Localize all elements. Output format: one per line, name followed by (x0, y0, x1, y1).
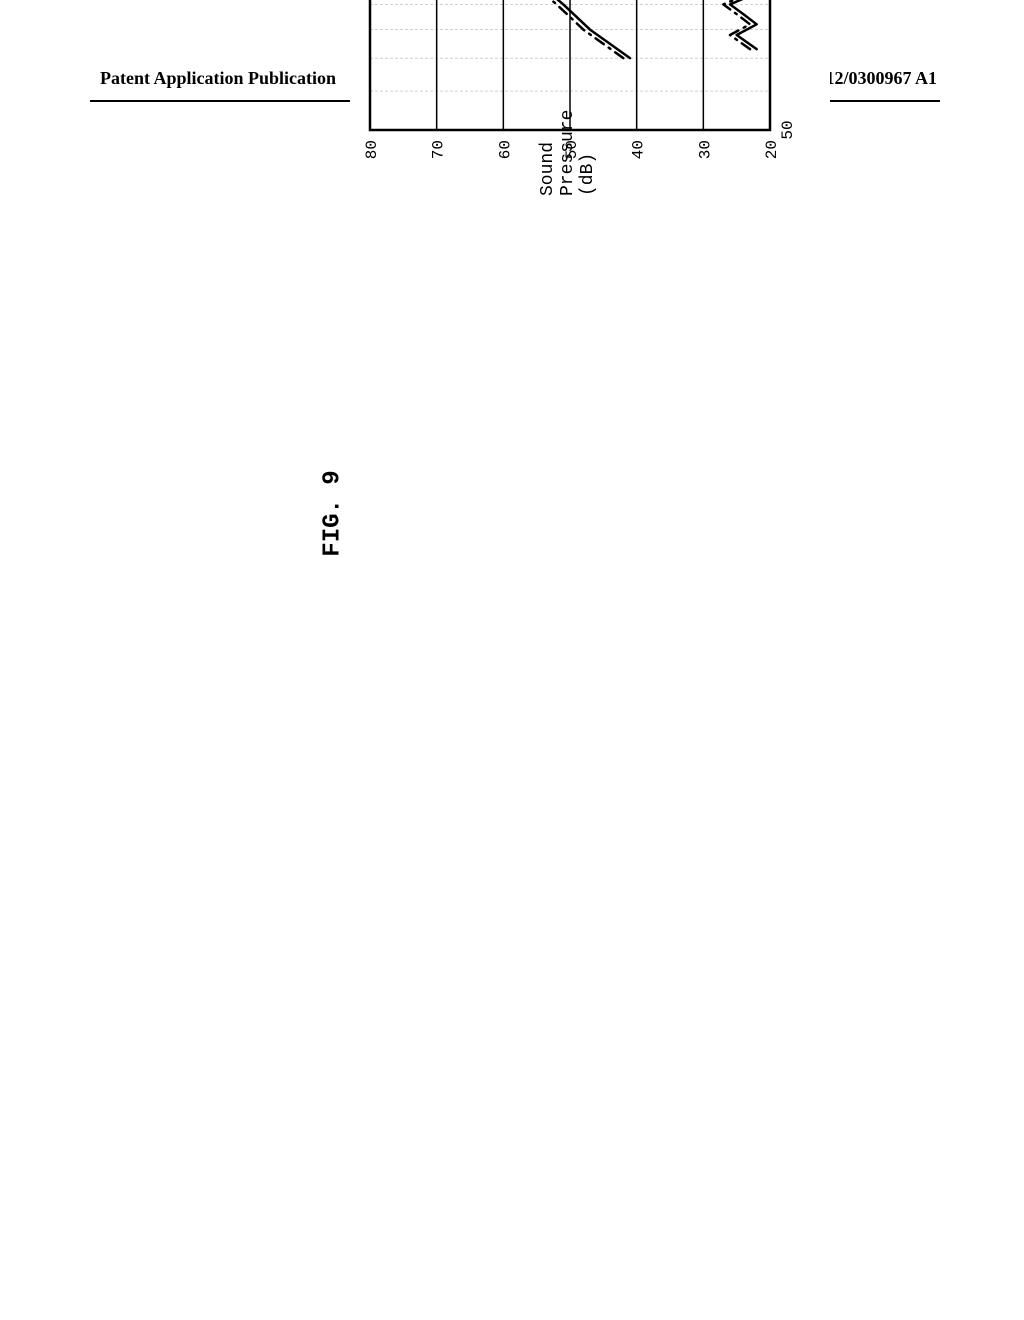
header-publication: Patent Application Publication (100, 68, 336, 89)
svg-text:60: 60 (496, 140, 514, 159)
svg-text:40: 40 (630, 140, 648, 159)
chart-container: 20304050607080501002005001 kFrequency (H… (350, 0, 835, 200)
svg-text:(dB): (dB) (578, 153, 598, 196)
svg-text:20: 20 (763, 140, 781, 159)
svg-text:Sound: Sound (538, 142, 558, 196)
svg-text:70: 70 (430, 140, 448, 159)
svg-text:80: 80 (363, 140, 381, 159)
svg-text:Pressure: Pressure (558, 110, 578, 196)
frequency-response-chart: 20304050607080501002005001 kFrequency (H… (350, 0, 830, 200)
svg-text:30: 30 (696, 140, 714, 159)
figure-label: FIG. 9 (320, 470, 347, 556)
svg-text:50: 50 (779, 120, 797, 139)
